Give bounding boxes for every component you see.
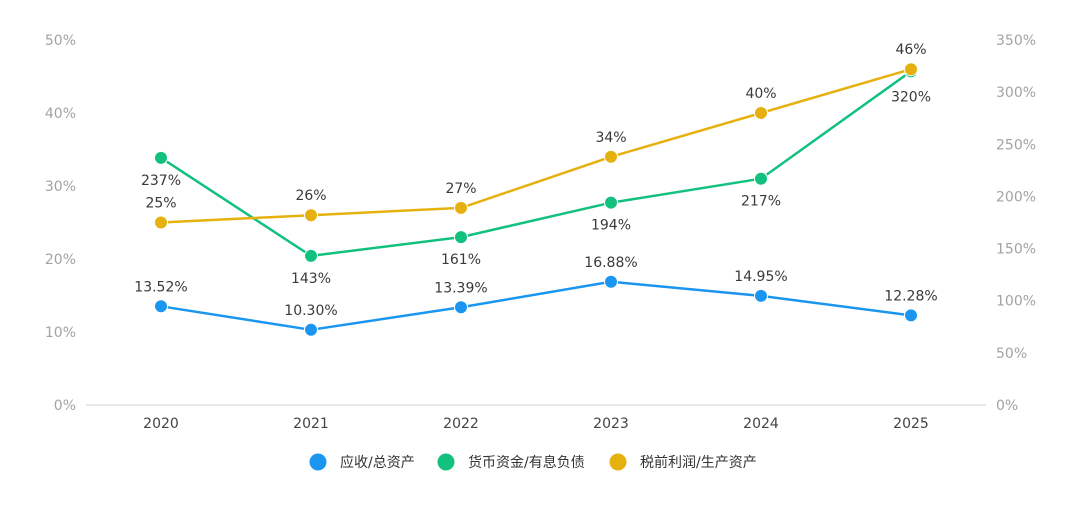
- data-point[interactable]: [454, 200, 468, 215]
- x-tick-label: 2024: [743, 416, 779, 432]
- left-tick-label: 50%: [45, 33, 76, 49]
- legend-label[interactable]: 税前利润/生产资产: [640, 454, 757, 471]
- left-tick-label: 20%: [45, 252, 76, 268]
- data-label: 14.95%: [734, 269, 787, 285]
- right-tick-label: 50%: [996, 346, 1027, 362]
- series-line: [160, 70, 912, 258]
- right-tick-label: 350%: [996, 33, 1036, 49]
- x-tick-label: 2021: [293, 416, 329, 432]
- legend-marker: [309, 453, 327, 471]
- right-tick-label: 200%: [996, 189, 1036, 205]
- series-line: [160, 68, 912, 224]
- data-point[interactable]: [454, 230, 468, 245]
- data-label: 161%: [441, 252, 481, 268]
- data-point[interactable]: [904, 62, 918, 77]
- data-point[interactable]: [754, 288, 768, 303]
- data-point[interactable]: [154, 150, 168, 165]
- right-tick-label: 0%: [996, 398, 1018, 414]
- data-label: 320%: [891, 89, 931, 105]
- legend-label[interactable]: 应收/总资产: [340, 454, 415, 471]
- left-tick-label: 40%: [45, 106, 76, 122]
- data-point[interactable]: [304, 248, 318, 263]
- data-point[interactable]: [154, 215, 168, 230]
- data-label: 25%: [145, 196, 176, 212]
- data-label: 26%: [295, 188, 326, 204]
- data-point[interactable]: [304, 322, 318, 337]
- x-axis: 2020 2021 2022 2023 2024 2025: [143, 416, 929, 432]
- data-point[interactable]: [754, 171, 768, 186]
- data-label: 16.88%: [584, 255, 637, 271]
- right-tick-label: 250%: [996, 137, 1036, 153]
- right-tick-label: 300%: [996, 85, 1036, 101]
- data-point[interactable]: [604, 149, 618, 164]
- legend-marker: [609, 453, 627, 471]
- data-label: 12.28%: [884, 288, 937, 304]
- data-point[interactable]: [604, 195, 618, 210]
- legend[interactable]: 应收/总资产 货币资金/有息负债 税前利润/生产资产: [309, 453, 757, 472]
- data-label: 217%: [741, 194, 781, 210]
- left-tick-label: 10%: [45, 325, 76, 341]
- data-point[interactable]: [754, 106, 768, 120]
- legend-marker: [437, 453, 455, 471]
- data-label: 13.39%: [434, 280, 487, 296]
- data-point[interactable]: [904, 308, 918, 323]
- data-point[interactable]: [604, 274, 618, 289]
- data-label: 237%: [141, 173, 181, 189]
- data-label: 27%: [445, 181, 476, 197]
- data-label: 13.52%: [134, 279, 187, 295]
- left-tick-label: 30%: [45, 179, 76, 195]
- left-y-axis: 0% 10% 20% 30% 40% 50%: [45, 33, 76, 414]
- right-y-axis: 0% 50% 100% 150% 200% 250% 300% 350%: [996, 33, 1036, 414]
- x-tick-label: 2022: [443, 416, 479, 432]
- data-label: 40%: [745, 86, 776, 102]
- data-point[interactable]: [154, 299, 168, 314]
- left-tick-label: 0%: [54, 398, 76, 414]
- data-label: 194%: [591, 218, 631, 234]
- series-line: [160, 280, 912, 332]
- data-label: 34%: [595, 130, 626, 146]
- legend-label[interactable]: 货币资金/有息负债: [468, 454, 585, 471]
- series-layer: [154, 62, 918, 337]
- data-label: 10.30%: [284, 303, 337, 319]
- data-point[interactable]: [304, 208, 318, 223]
- x-tick-label: 2020: [143, 416, 179, 432]
- x-tick-label: 2023: [593, 416, 629, 432]
- data-labels: 13.52% 10.30% 13.39% 16.88% 14.95% 12.28% 237%…: [134, 42, 937, 319]
- data-label: 46%: [895, 42, 926, 58]
- right-tick-label: 150%: [996, 242, 1036, 258]
- right-tick-label: 100%: [996, 294, 1036, 310]
- data-point[interactable]: [454, 300, 468, 315]
- data-label: 143%: [291, 271, 331, 287]
- x-tick-label: 2025: [893, 416, 929, 432]
